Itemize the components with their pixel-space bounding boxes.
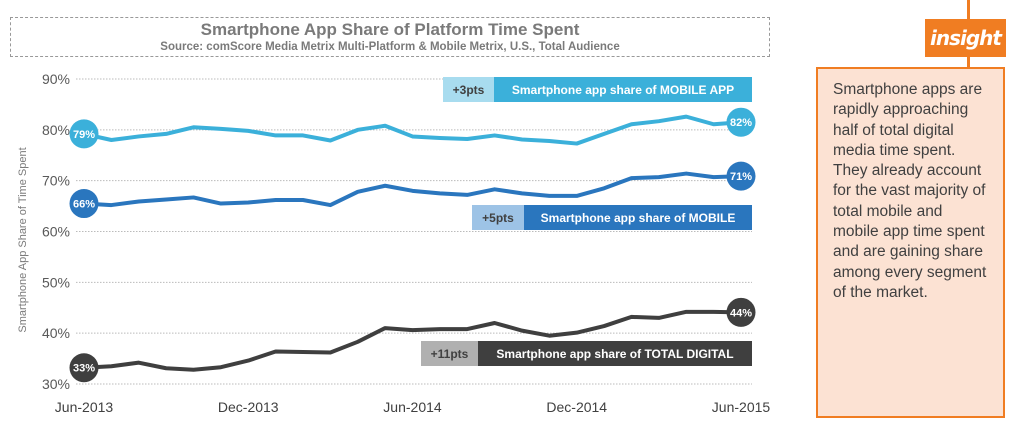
value-marker [69,353,99,383]
value-label: 66% [73,199,95,211]
value-label: 82% [730,117,752,129]
x-tick-label: Dec-2014 [546,399,607,415]
y-tick-label: 90% [42,71,70,87]
y-tick-label: 30% [42,376,70,392]
value-marker [69,119,99,149]
chart-subtitle: Source: comScore Media Metrix Multi-Plat… [160,41,620,53]
change-label: +3pts [453,83,485,97]
y-tick-label: 80% [42,122,70,138]
y-tick-label: 50% [42,274,70,290]
insight-tag: insight [925,19,1006,57]
change-label: +11pts [431,347,469,361]
value-label: 44% [730,307,752,319]
value-marker [726,107,756,137]
value-marker [726,297,756,327]
legend-label: Smartphone app share of TOTAL DIGITAL [496,347,733,361]
insight-connector [967,57,970,67]
y-tick-label: 60% [42,224,70,240]
series-line [83,171,742,208]
value-label: 33% [73,363,95,375]
chart-title: Smartphone App Share of Platform Time Sp… [200,20,580,39]
y-axis-label: Smartphone App Share of Time Spent [17,147,29,332]
x-tick-label: Jun-2013 [55,399,114,415]
insight-box: Smartphone apps are rapidly approaching … [816,67,1005,418]
insight-text: Smartphone apps are rapidly approaching … [833,81,987,301]
y-tick-label: 40% [42,325,70,341]
value-label: 71% [730,171,752,183]
value-marker [69,189,99,219]
legend-tag [478,341,752,366]
legend-tag [494,77,752,102]
x-tick-label: Jun-2015 [712,399,771,415]
value-marker [726,161,756,191]
legend-label: Smartphone app share of MOBILE APP [512,83,734,97]
chart-title-box: Smartphone App Share of Platform Time Sp… [10,17,770,57]
change-tag [472,205,524,230]
change-tag [443,77,494,102]
legend-tag [524,205,752,230]
x-tick-label: Dec-2013 [218,399,279,415]
change-tag [421,341,478,366]
line-chart: 30% 40% 50% 60% 70% 80% 90% Jun-2013 Dec-2013 Jun… [17,71,771,415]
value-label: 79% [73,129,95,141]
insight-connector [967,0,970,19]
x-tick-label: Jun-2014 [383,399,442,415]
change-label: +5pts [482,211,514,225]
legend-label: Smartphone app share of MOBILE [541,211,736,225]
y-tick-label: 70% [42,173,70,189]
